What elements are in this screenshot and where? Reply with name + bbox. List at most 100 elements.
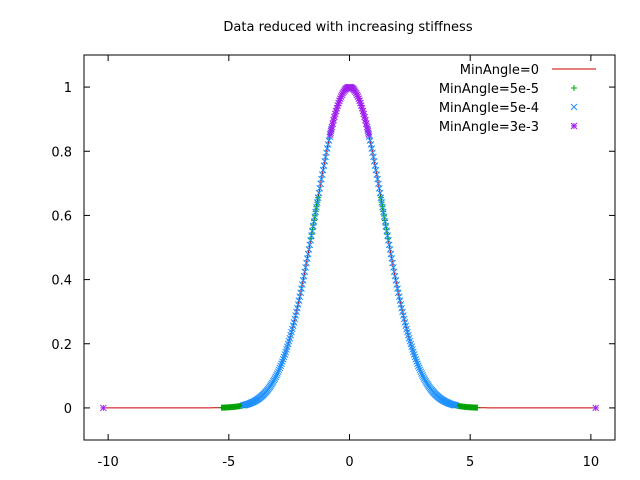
marker-stroke [362, 116, 369, 124]
legend-label: MinAngle=3e-3 [439, 120, 539, 135]
marker-stroke [99, 404, 107, 412]
marker-stroke [403, 325, 411, 333]
marker-stroke [400, 315, 408, 323]
data-point [417, 368, 425, 376]
marker-stroke [393, 281, 401, 288]
y-tick-label: 0.2 [51, 338, 72, 353]
data-point [279, 358, 286, 365]
marker-stroke [300, 272, 308, 280]
marker-stroke [274, 370, 281, 377]
series-line [103, 86, 596, 409]
series-3 [239, 125, 460, 409]
marker-stroke [360, 110, 368, 118]
data-point [592, 404, 600, 412]
legend-label: MinAngle=5e-5 [439, 82, 539, 97]
marker-stroke [313, 203, 320, 211]
data-point [323, 145, 331, 152]
marker-stroke [304, 250, 312, 258]
series-2 [218, 194, 481, 411]
marker-stroke [409, 346, 416, 353]
marker-stroke [410, 351, 418, 358]
legend-swatch [570, 122, 578, 130]
data-point [411, 353, 419, 361]
marker-stroke [570, 103, 578, 111]
data-point [410, 351, 418, 358]
marker-stroke [272, 373, 280, 381]
marker-stroke [413, 358, 420, 365]
data-point [395, 293, 403, 301]
marker-stroke [316, 185, 324, 192]
data-point [99, 404, 107, 412]
data-point [415, 364, 423, 372]
data-point [412, 355, 420, 363]
marker-stroke [297, 289, 305, 297]
marker-stroke [394, 285, 401, 293]
axis-ticks: -10 -5 0 5 10 0 0.2 0.4 0.6 0.8 1 [51, 55, 615, 470]
marker-stroke [278, 360, 285, 368]
marker-stroke [452, 402, 460, 409]
marker-stroke [395, 293, 403, 301]
chart-title: Data reduced with increasing stiffness [223, 20, 472, 35]
x-tick-label: 0 [345, 455, 353, 470]
data-point [452, 402, 460, 409]
marker-stroke [408, 343, 416, 351]
series-1 [103, 86, 596, 409]
x-tick-label: -5 [222, 455, 235, 470]
data-point [366, 137, 374, 144]
marker-stroke [274, 368, 282, 376]
marker-stroke [407, 340, 415, 348]
data-point [295, 297, 303, 304]
marker-stroke [416, 366, 424, 374]
data-marks [99, 83, 600, 412]
data-point [413, 358, 420, 365]
data-point [311, 217, 318, 224]
marker-stroke [301, 268, 309, 276]
marker-stroke [314, 194, 322, 202]
data-point [418, 370, 425, 377]
data-point [275, 366, 283, 374]
y-tick-label: 0.4 [51, 274, 72, 289]
marker-stroke [359, 107, 367, 115]
marker-stroke [399, 308, 406, 316]
marker-stroke [319, 166, 327, 174]
marker-stroke [305, 246, 313, 253]
marker-stroke [361, 113, 368, 121]
legend-label: MinAngle=0 [460, 63, 539, 78]
marker-stroke [321, 157, 329, 165]
marker-stroke [295, 297, 303, 304]
marker-stroke [273, 371, 280, 379]
marker-stroke [366, 137, 374, 144]
marker-stroke [404, 328, 411, 336]
marker-stroke [310, 218, 318, 225]
marker-stroke [306, 241, 314, 249]
marker-stroke [275, 366, 283, 374]
data-point [324, 141, 332, 148]
marker-stroke [279, 358, 286, 365]
marker-stroke [313, 199, 321, 206]
data-point [382, 222, 389, 229]
x-tick-label: 5 [466, 455, 474, 470]
data-point [271, 375, 279, 382]
marker-stroke [405, 334, 413, 342]
data-point [474, 404, 481, 411]
marker-stroke [317, 180, 324, 188]
marker-stroke [570, 122, 578, 130]
marker-stroke [404, 331, 412, 339]
legend-swatch [571, 85, 577, 91]
y-tick-label: 1 [64, 81, 72, 96]
marker-stroke [592, 404, 600, 412]
marker-stroke [401, 319, 409, 326]
data-point [381, 217, 388, 224]
marker-stroke [318, 171, 326, 178]
marker-stroke [414, 362, 422, 370]
marker-stroke [415, 364, 423, 372]
marker-stroke [279, 355, 287, 363]
marker-stroke [398, 304, 406, 312]
marker-stroke [365, 131, 373, 138]
marker-stroke [303, 255, 311, 262]
marker-stroke [323, 145, 331, 152]
data-point [393, 281, 401, 288]
marker-stroke [324, 141, 332, 148]
data-point [310, 222, 317, 229]
data-point [280, 353, 288, 361]
